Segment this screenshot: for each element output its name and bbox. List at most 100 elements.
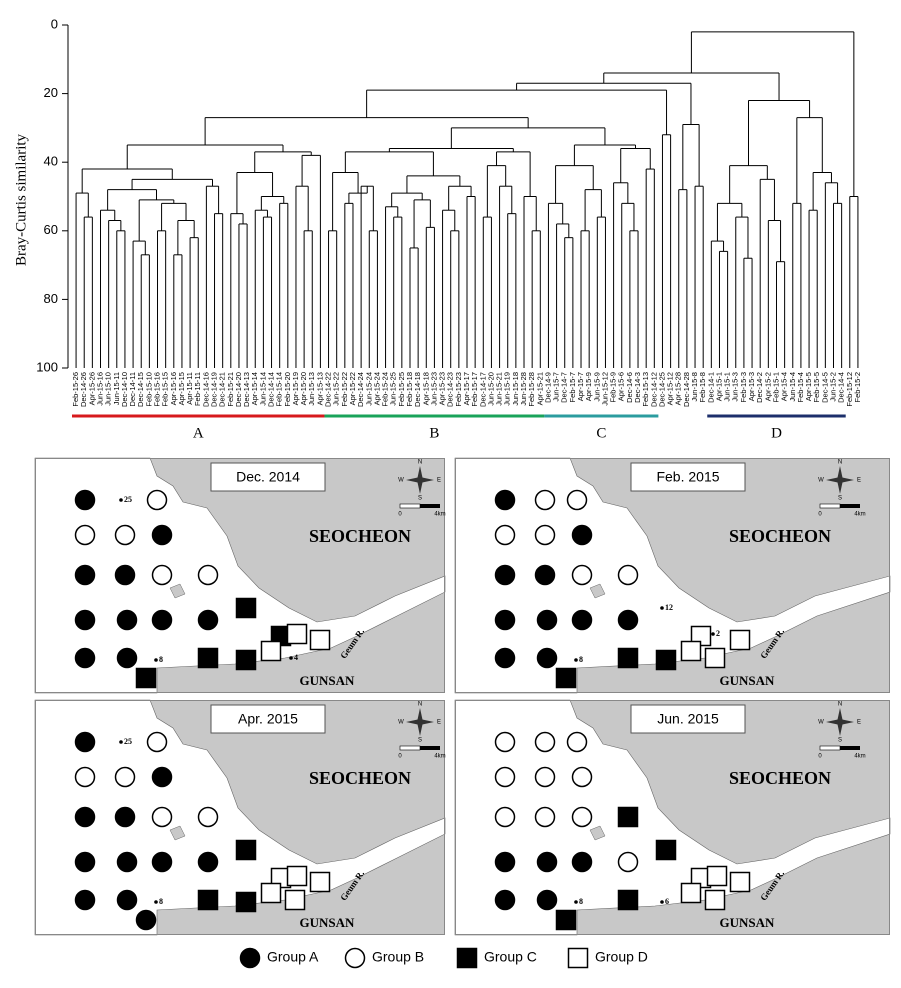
leaf-label: Dec-14-10 (120, 372, 129, 407)
station-label: 2 (716, 629, 720, 638)
compass (826, 719, 854, 725)
group-label: C (596, 425, 606, 441)
station-dot (574, 658, 578, 662)
station-dot (660, 900, 664, 904)
compass-label: W (398, 478, 404, 484)
leaf-label: Dec-14-1 (706, 372, 715, 403)
leaf-label: Apr-15-16 (169, 372, 178, 405)
leaf-label: Apr-15-12 (666, 372, 675, 405)
legend-label: Group A (267, 949, 319, 965)
scale-label: 4km (854, 754, 865, 760)
station-dot (119, 498, 123, 502)
leaf-label: Jun-15-21 (495, 372, 504, 406)
island (169, 583, 186, 599)
legend-label: Group B (372, 949, 424, 965)
station-marker (146, 731, 168, 753)
scale-bar (420, 746, 440, 750)
region-label: SEOCHEON (309, 768, 411, 788)
station-marker (151, 851, 173, 873)
leaf-label: Jun-15-11 (112, 372, 121, 405)
scale-label: 4km (434, 512, 445, 518)
leaf-label: Jun-15-7 (552, 372, 561, 402)
leaf-label: Feb-15-26 (71, 372, 80, 407)
station-marker (494, 766, 516, 788)
panel-title: Feb. 2015 (656, 469, 719, 485)
legend-label: Group D (595, 949, 648, 965)
leaf-label: Jun-15-8 (690, 372, 699, 402)
station-marker (729, 629, 751, 651)
compass-label: S (838, 738, 842, 744)
sea (34, 699, 446, 936)
leaf-label: Apr-15-28 (674, 372, 683, 405)
region-label: SEOCHEON (729, 526, 831, 546)
compass-label: N (418, 702, 422, 708)
station-marker (74, 564, 96, 586)
station-dot (660, 606, 664, 610)
island (589, 825, 606, 841)
leaf-label: Jun-15-24 (364, 372, 373, 406)
station-marker (74, 766, 96, 788)
station-marker (135, 909, 157, 931)
region-label: SEOCHEON (729, 768, 831, 788)
station-marker (284, 889, 306, 911)
leaf-label: Dec-14-15 (136, 372, 145, 407)
station-label: 4 (294, 653, 298, 662)
region-label: GUNSAN (300, 915, 356, 930)
leaf-label: Jun-15-14 (258, 372, 267, 406)
compass-label: N (838, 702, 842, 708)
compass-label: W (818, 478, 824, 484)
leaf-label: Apr-15-11 (185, 372, 194, 405)
station-marker (197, 806, 219, 828)
station-dot (119, 740, 123, 744)
station-marker (704, 889, 726, 911)
leaf-label: Dec-14-2 (755, 372, 764, 403)
panel-title: Jun. 2015 (657, 711, 719, 727)
title-box (630, 462, 746, 492)
leaf-label: Feb-15-24 (381, 372, 390, 407)
station-label: 8 (579, 655, 583, 664)
leaf-label: Jun-15-2 (828, 372, 837, 402)
station-marker (617, 564, 639, 586)
station-marker (617, 806, 639, 828)
compass-label: E (857, 478, 861, 484)
scale-bar (399, 745, 421, 751)
scale-bar (840, 746, 860, 750)
station-marker (617, 647, 639, 669)
station-marker (706, 865, 728, 887)
compass-label: S (418, 496, 422, 502)
station-marker (534, 489, 556, 511)
leaf-label: Jun-15-4 (788, 372, 797, 402)
leaf-label: Apr-15-5 (804, 372, 813, 401)
station-marker (494, 889, 516, 911)
station-dot (289, 656, 293, 660)
leaf-label: Feb-15-3 (739, 372, 748, 402)
compass-label: E (437, 478, 441, 484)
leaf-label: Dec-14-6 (625, 372, 634, 403)
leaf-label: Apr-15-26 (87, 372, 96, 405)
scale-label: 4km (434, 754, 445, 760)
station-marker (571, 806, 593, 828)
station-marker (680, 640, 702, 662)
panel-border (455, 700, 890, 935)
leaf-label: Dec-14-28 (682, 372, 691, 407)
compass-label: N (418, 460, 422, 466)
leaf-label: Jun-15-22 (332, 372, 341, 406)
station-marker (74, 609, 96, 631)
compass-label: E (437, 720, 441, 726)
leaf-label: Apr-15-24 (372, 372, 381, 405)
leaf-label: Apr-15-1 (714, 372, 723, 401)
station-marker (74, 731, 96, 753)
leaf-label: Feb-15-22 (340, 372, 349, 407)
compass-label: W (818, 720, 824, 726)
leaf-label: Feb-15-18 (405, 372, 414, 407)
scale-bar (399, 503, 421, 509)
panel-title: Dec. 2014 (236, 469, 300, 485)
station-marker (655, 839, 677, 861)
leaf-label: Dec-14-3 (633, 372, 642, 403)
station-marker (74, 489, 96, 511)
leaf-label: Dec-14-16 (201, 372, 210, 407)
station-dot (574, 900, 578, 904)
scale-bar (840, 504, 860, 508)
station-marker (494, 524, 516, 546)
